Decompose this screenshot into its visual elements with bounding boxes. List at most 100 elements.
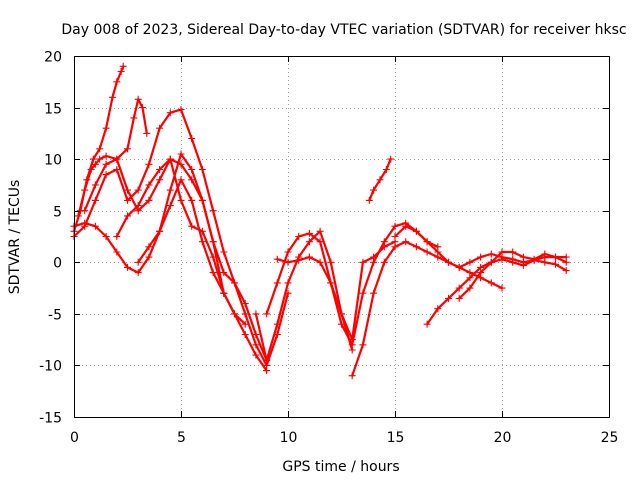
data-point (295, 233, 303, 240)
data-point (209, 269, 217, 277)
data-point (284, 258, 292, 266)
data-point (273, 255, 281, 263)
data-point (305, 238, 313, 246)
y-tick-label: -10 (39, 359, 62, 375)
data-point (370, 186, 378, 194)
data-point (423, 238, 431, 246)
data-point (391, 243, 399, 251)
data-point (143, 129, 151, 137)
data-point (156, 124, 164, 132)
data-point (89, 155, 97, 163)
x-tick-label: 5 (177, 430, 186, 446)
data-point (316, 258, 324, 266)
chart-title: Day 008 of 2023, Sidereal Day-to-day VTE… (61, 22, 626, 38)
data-point (466, 258, 474, 266)
data-point (134, 202, 142, 210)
data-point (124, 212, 131, 220)
data-point (359, 258, 367, 266)
data-point (102, 160, 110, 168)
data-point (365, 196, 373, 204)
data-point (145, 253, 153, 261)
data-point (348, 346, 356, 354)
data-point (498, 255, 506, 263)
data-point (209, 238, 217, 246)
data-point (113, 233, 121, 240)
data-point (198, 166, 206, 173)
y-tick-label: 20 (44, 50, 62, 66)
data-point (402, 222, 410, 230)
data-point (284, 279, 292, 287)
data-point (220, 269, 228, 277)
data-point (370, 289, 378, 297)
data-point (91, 160, 99, 168)
data-point (445, 294, 452, 302)
data-point (562, 258, 570, 266)
data-point (177, 176, 185, 184)
axis-tick-labels: 0 5 10 15 20 25 -15 -10 -5 0 5 10 15 20 (39, 50, 618, 447)
data-series (70, 62, 570, 380)
data-point (74, 212, 82, 220)
data-point (273, 279, 281, 287)
data-point (134, 258, 142, 266)
data-point (412, 227, 420, 235)
data-point (241, 310, 249, 318)
data-point (156, 176, 164, 184)
data-point (188, 135, 196, 142)
data-point (423, 320, 431, 328)
series-satellite-track-12 (365, 155, 395, 204)
data-point (91, 222, 99, 230)
data-point (96, 155, 104, 163)
data-point (87, 166, 95, 173)
x-tick-label: 15 (387, 430, 405, 446)
data-point (102, 233, 110, 240)
data-point (391, 222, 399, 230)
data-point (188, 196, 196, 204)
data-point (552, 253, 559, 261)
data-point (412, 243, 420, 251)
data-point (466, 284, 474, 292)
data-point (402, 238, 410, 246)
data-point (113, 78, 121, 86)
data-point (102, 124, 110, 132)
series-satellite-track-4 (81, 155, 271, 364)
data-point (284, 248, 292, 256)
data-point (166, 186, 174, 194)
data-point (177, 150, 185, 158)
data-point (380, 243, 388, 251)
data-point (81, 207, 89, 215)
data-point (455, 284, 463, 292)
data-point (124, 263, 131, 271)
data-point (316, 238, 324, 246)
data-point (509, 248, 517, 256)
data-point (327, 258, 335, 266)
data-point (562, 267, 570, 274)
data-point (252, 341, 260, 349)
y-tick-label: 10 (44, 153, 62, 169)
data-point (188, 222, 196, 230)
data-point (117, 68, 125, 75)
series-satellite-track-8 (263, 219, 442, 349)
data-point (359, 341, 367, 349)
data-point (134, 269, 142, 277)
data-point (327, 279, 335, 287)
series-line (265, 222, 439, 346)
series-satellite-track-14 (423, 255, 570, 328)
data-point (241, 331, 249, 338)
data-point (124, 145, 131, 153)
data-point (455, 263, 463, 271)
plot-frame (74, 56, 610, 418)
data-point (541, 250, 549, 258)
x-tick-label: 10 (280, 430, 298, 446)
data-point (198, 238, 206, 246)
data-point (348, 372, 356, 380)
axis-ticks (74, 56, 610, 418)
data-point (113, 166, 121, 173)
data-point (509, 258, 517, 266)
grid (74, 56, 609, 417)
data-point (134, 95, 142, 103)
data-point (445, 258, 452, 266)
data-point (530, 255, 538, 263)
data-point (119, 62, 127, 70)
data-point (252, 331, 260, 338)
